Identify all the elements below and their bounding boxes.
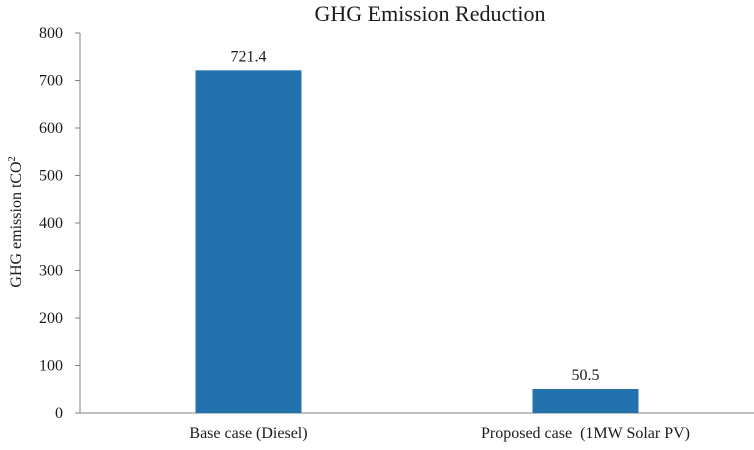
y-tick-label: 100 xyxy=(39,358,63,375)
chart-title: GHG Emission Reduction xyxy=(315,1,546,26)
data-label: 50.5 xyxy=(572,367,600,384)
y-axis-label-text: GHG emission tCO xyxy=(8,161,25,287)
y-tick-label: 700 xyxy=(39,73,63,90)
y-tick-label: 300 xyxy=(39,263,63,280)
y-axis-label: GHG emission tCO2 xyxy=(7,156,25,287)
y-tick-label: 500 xyxy=(39,168,63,185)
y-tick-label: 200 xyxy=(39,310,63,327)
y-tick-label: 400 xyxy=(39,215,63,232)
bar xyxy=(532,389,639,413)
y-tick-label: 0 xyxy=(55,405,63,422)
x-tick-label: Base case (Diesel) xyxy=(189,425,307,442)
y-axis-label-superscript: 2 xyxy=(7,156,18,161)
plot-area: 0 100 200 300 400 500 600 700 800 721.4 Base case … xyxy=(39,25,754,442)
x-tick-label: Proposed case (1MW Solar PV) xyxy=(481,425,690,442)
data-label: 721.4 xyxy=(231,48,267,65)
y-tick-label: 600 xyxy=(39,120,63,137)
y-tick-label: 800 xyxy=(39,25,63,42)
bar xyxy=(195,70,302,414)
